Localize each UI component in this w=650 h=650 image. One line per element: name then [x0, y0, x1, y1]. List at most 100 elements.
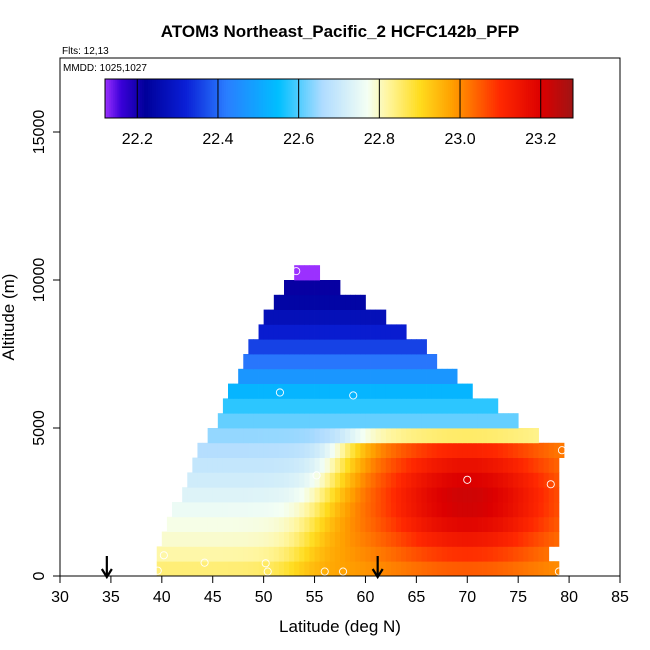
colorbar-segment: [440, 79, 443, 118]
field-cell: [360, 398, 366, 414]
colorbar-segment: [366, 79, 369, 118]
field-cell: [202, 487, 209, 503]
field-cell: [166, 546, 173, 562]
field-cell: [294, 294, 300, 310]
colorbar-segment: [543, 79, 547, 118]
field-cell: [406, 383, 412, 399]
field-cell: [462, 442, 468, 458]
field-cell: [441, 368, 448, 384]
colorbar-segment: [157, 79, 161, 118]
field-cell: [355, 516, 361, 532]
field-cell: [482, 516, 489, 532]
field-cell: [345, 294, 351, 310]
field-cell: [278, 398, 285, 414]
colorbar-segment: [516, 79, 519, 118]
field-cell: [228, 546, 234, 562]
colorbar-segment: [459, 79, 463, 118]
field-cell: [543, 502, 550, 518]
field-cell: [401, 413, 407, 429]
field-cell: [380, 472, 387, 488]
field-cell: [421, 398, 427, 414]
field-cell: [192, 487, 198, 503]
field-cell: [482, 487, 489, 503]
field-cell: [365, 546, 371, 562]
colorbar-segment: [179, 79, 182, 118]
field-cell: [177, 546, 183, 562]
field-cell: [161, 531, 168, 547]
field-cell: [243, 546, 249, 562]
field-cell: [329, 457, 336, 473]
field-cell: [462, 516, 468, 532]
field-cell: [385, 502, 392, 518]
field-cell: [350, 428, 356, 444]
arrows-layer: [100, 556, 384, 580]
field-cell: [355, 339, 361, 355]
field-cell: [324, 383, 331, 399]
field-cell: [258, 516, 265, 532]
colorbar-segment: [415, 79, 418, 118]
field-cell: [182, 561, 188, 577]
field-cell: [294, 442, 300, 458]
colorbar-segment: [210, 79, 213, 118]
field-cell: [502, 442, 509, 458]
colorbar-segment: [409, 79, 412, 118]
field-cell: [309, 398, 315, 414]
colorbar-segment: [167, 79, 170, 118]
field-cell: [289, 413, 295, 429]
field-cell: [406, 546, 412, 562]
field-cell: [161, 546, 168, 562]
field-cell: [334, 280, 341, 296]
field-cell: [212, 561, 219, 577]
colorbar-segment: [315, 79, 319, 118]
field-cell: [452, 487, 458, 503]
field-cell: [273, 457, 280, 473]
field-cell: [350, 324, 356, 340]
field-cell: [304, 472, 310, 488]
field-cell: [502, 516, 509, 532]
field-cell: [396, 516, 402, 532]
field-cell: [355, 324, 361, 340]
field-cell: [314, 472, 321, 488]
colorbar-segment: [106, 79, 110, 118]
colorbar-segment: [498, 79, 502, 118]
field-cell: [350, 294, 356, 310]
field-cell: [258, 398, 265, 414]
field-cell: [299, 413, 305, 429]
field-cell: [436, 561, 443, 577]
colorbar-tick-label: 22.2: [122, 131, 153, 148]
field-cell: [263, 546, 270, 562]
field-cell: [487, 457, 494, 473]
field-cell: [289, 354, 295, 370]
field-cell: [314, 531, 321, 547]
field-cell: [329, 309, 336, 325]
x-axis: 30 35 40 45 50 55 60 65 70 75 80 85: [51, 576, 629, 606]
field-cell: [538, 516, 545, 532]
field-cell: [263, 487, 270, 503]
field-cell: [390, 531, 397, 547]
field-cell: [263, 383, 270, 399]
field-cell: [207, 442, 214, 458]
colorbar-segment: [541, 79, 545, 118]
field-cell: [334, 502, 341, 518]
field-cell: [299, 428, 305, 444]
field-cell: [426, 561, 433, 577]
field-cell: [233, 487, 239, 503]
field-cell: [319, 398, 326, 414]
field-cell: [508, 516, 514, 532]
field-cell: [248, 383, 254, 399]
field-cell: [289, 442, 295, 458]
field-cell: [334, 561, 341, 577]
colorbar-segment: [457, 79, 461, 118]
field-cell: [360, 294, 366, 310]
colorbar-segment: [222, 79, 225, 118]
field-cell: [436, 472, 443, 488]
field-cell: [334, 516, 341, 532]
colorbar-segment: [233, 79, 237, 118]
field-cell: [411, 531, 417, 547]
field-cell: [294, 383, 300, 399]
colorbar-segment: [442, 79, 445, 118]
field-cell: [380, 546, 387, 562]
colorbar-segment: [405, 79, 408, 118]
field-cell: [253, 546, 259, 562]
field-cell: [268, 487, 275, 503]
